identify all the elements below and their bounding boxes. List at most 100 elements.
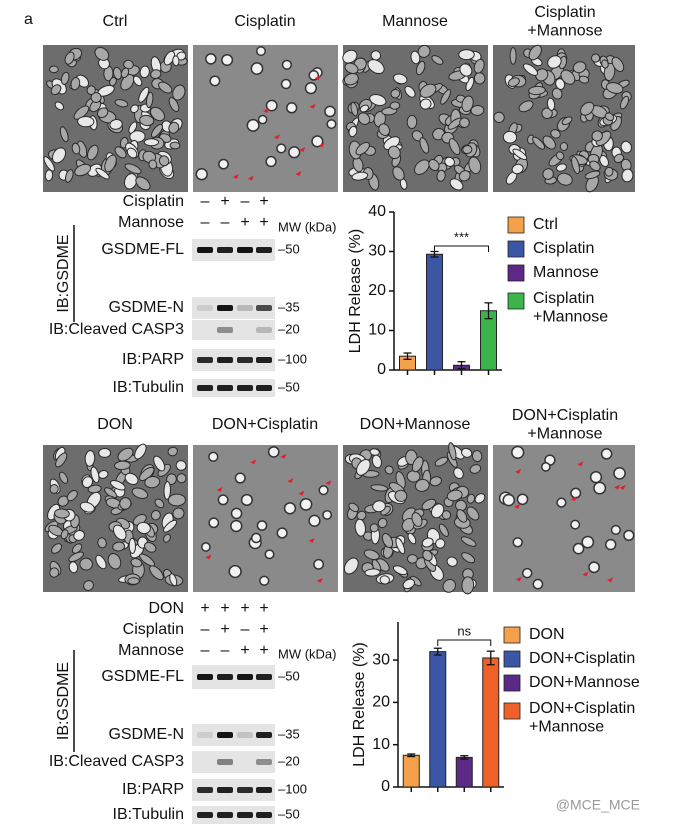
cell (444, 156, 456, 167)
cell (393, 73, 408, 85)
band (237, 674, 253, 680)
cell (130, 104, 139, 114)
cell (512, 148, 528, 161)
band (217, 787, 233, 793)
arrowhead (308, 537, 315, 543)
cell (511, 445, 525, 459)
micrograph (43, 443, 188, 592)
cell (572, 61, 587, 74)
cell (286, 102, 298, 114)
cell (461, 95, 474, 113)
mw-title: MW (kDa) (278, 219, 337, 234)
cell (343, 72, 359, 86)
cell (459, 117, 470, 128)
legend-label: Cisplatin (533, 240, 594, 257)
cell (117, 447, 134, 462)
cell (589, 470, 603, 484)
cell (402, 578, 416, 590)
cell (66, 489, 78, 502)
cell (414, 159, 430, 175)
cell (313, 558, 325, 570)
cell (370, 484, 389, 492)
mw-marker: –20 (278, 321, 300, 336)
cell (149, 565, 164, 581)
arrowhead (570, 496, 577, 502)
image-label: DON+Cisplatin (212, 416, 318, 433)
cell (169, 141, 181, 150)
y-tick-label: 30 (368, 243, 386, 260)
cell (318, 485, 329, 496)
cell (469, 464, 482, 474)
cell (158, 155, 170, 167)
legend-swatch (503, 702, 521, 720)
band (197, 787, 213, 793)
cell (150, 509, 161, 521)
image-label: Ctrl (103, 13, 128, 30)
bar-chart: LDH Release (%) 0 10 20 30 DON DON+Cisplatin DO… (351, 622, 640, 795)
cell (44, 169, 54, 182)
cell (265, 155, 277, 168)
band (197, 247, 213, 253)
cell (570, 487, 582, 499)
cell (144, 541, 157, 553)
arrowhead (280, 453, 287, 459)
band (237, 732, 253, 738)
band (217, 247, 233, 253)
band (197, 812, 213, 818)
condition-sign: + (259, 600, 268, 617)
cell (107, 553, 122, 570)
cell (126, 147, 138, 159)
cell (168, 97, 180, 112)
cell (417, 44, 431, 58)
cell (124, 472, 139, 486)
arrowhead (216, 486, 223, 492)
legend-swatch (507, 264, 525, 282)
arrowhead (250, 459, 257, 465)
micrograph-bg (493, 445, 635, 592)
cell (90, 92, 102, 103)
error-bar (403, 352, 412, 360)
image-label: DON (97, 416, 133, 433)
cell (49, 484, 59, 494)
cell (523, 63, 539, 76)
arrowhead (299, 147, 306, 153)
cell (308, 514, 321, 527)
cell (351, 171, 369, 181)
cell (49, 567, 60, 578)
cell (54, 508, 70, 519)
cell (354, 518, 366, 537)
mw-title: MW (kDa) (278, 646, 337, 661)
legend-swatch (507, 240, 525, 258)
cell (257, 114, 268, 125)
cell (200, 542, 211, 552)
arrowhead (325, 480, 332, 486)
image-label: Cisplatin (234, 13, 295, 30)
cell (571, 156, 580, 175)
cell (406, 114, 418, 130)
arrowhead (298, 490, 305, 496)
band (256, 247, 272, 253)
band (256, 327, 272, 333)
cell (322, 509, 333, 520)
cell (134, 443, 147, 460)
cell (440, 89, 452, 105)
cell (288, 146, 301, 159)
blot-strip (192, 379, 275, 397)
cell (611, 56, 625, 73)
blot-strip (192, 349, 275, 371)
significance-bracket (434, 245, 489, 252)
cell (70, 77, 81, 91)
micrograph (343, 442, 488, 595)
band-label: IB:PARP (122, 351, 184, 368)
condition-label: Mannose (118, 214, 184, 231)
cell (208, 451, 219, 462)
panel-label: a (24, 11, 33, 28)
blot-strip (192, 297, 275, 319)
cell (343, 557, 359, 575)
band-label: GSDME-FL (101, 668, 184, 685)
error-bar (486, 650, 495, 666)
cell (422, 549, 433, 562)
cell (411, 512, 423, 527)
condition-label: DON (148, 600, 184, 617)
cell (570, 519, 581, 530)
